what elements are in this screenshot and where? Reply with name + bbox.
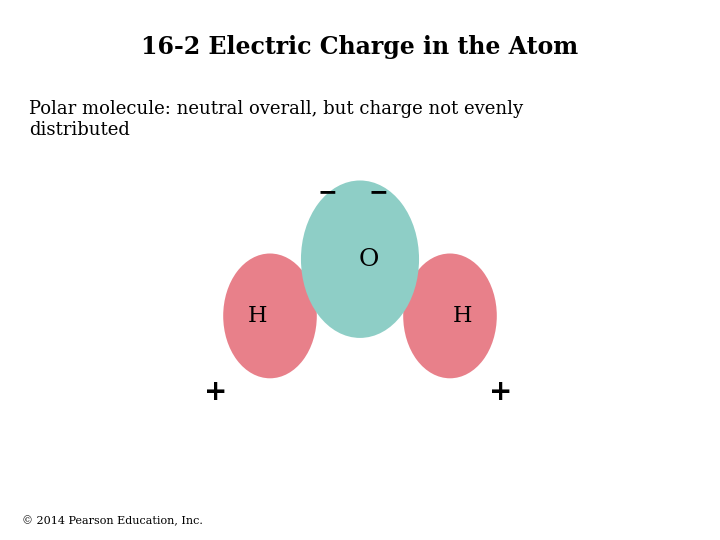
Text: H: H [453,305,473,327]
Text: +: + [204,377,228,406]
Text: −: − [318,180,338,204]
Text: Polar molecule: neutral overall, but charge not evenly
distributed: Polar molecule: neutral overall, but cha… [29,100,523,139]
Ellipse shape [301,180,419,338]
Text: 16-2 Electric Charge in the Atom: 16-2 Electric Charge in the Atom [141,35,579,59]
Text: −: − [368,180,388,204]
Text: © 2014 Pearson Education, Inc.: © 2014 Pearson Education, Inc. [22,516,202,526]
Text: H: H [247,305,267,327]
Text: +: + [489,377,512,406]
Ellipse shape [223,253,317,379]
Ellipse shape [403,253,497,379]
Text: O: O [359,248,379,271]
